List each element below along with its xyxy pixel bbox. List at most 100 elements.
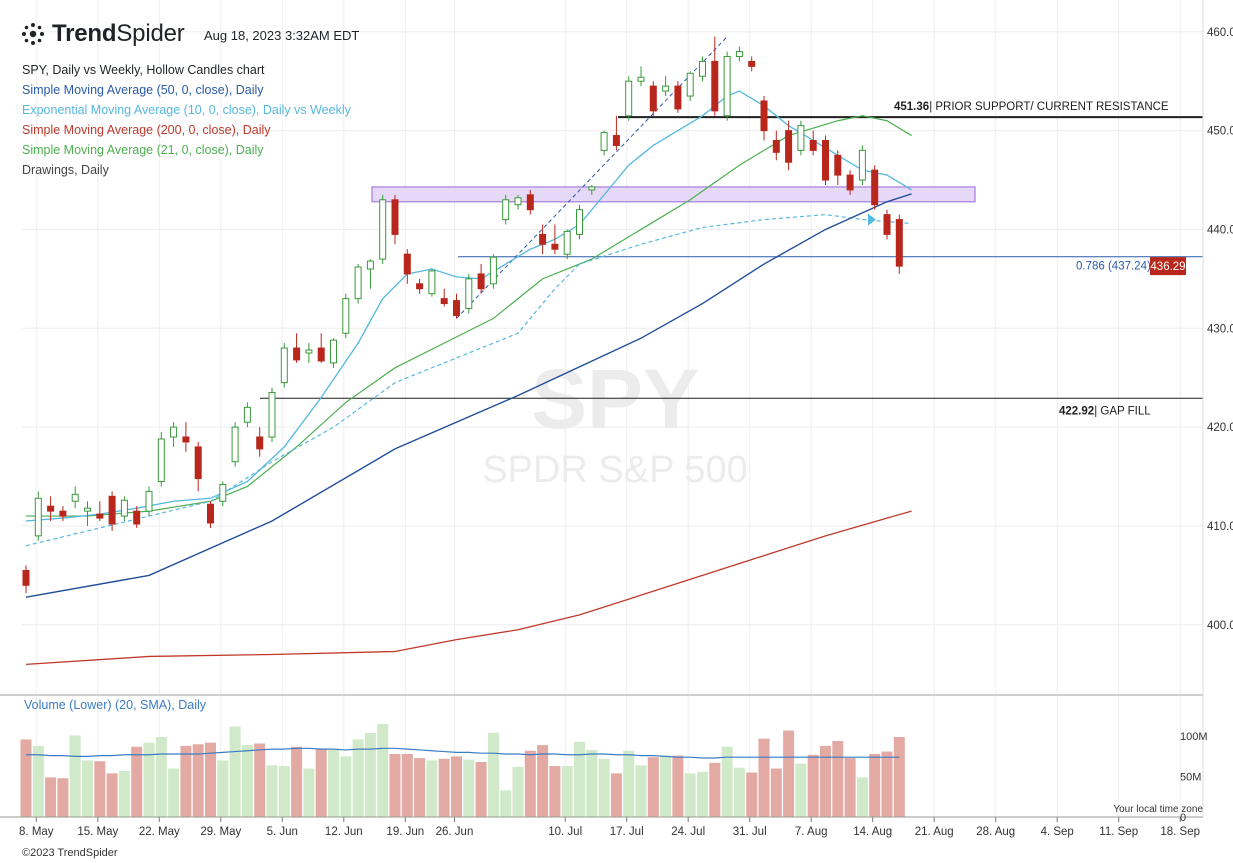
candle-body	[182, 436, 190, 443]
candle-body	[502, 199, 510, 221]
candle-body	[71, 493, 79, 502]
y-tick-label: 430.00	[1207, 323, 1233, 335]
candle	[514, 194, 522, 210]
x-tick-label: 4. Sep	[1041, 826, 1074, 838]
volume-bar	[709, 762, 721, 817]
volume-bar	[500, 790, 512, 817]
candle-body	[170, 426, 178, 438]
legend-item[interactable]: Simple Moving Average (50, 0, close), Da…	[22, 83, 264, 97]
legend-item[interactable]: Drawings, Daily	[22, 163, 109, 177]
x-tick-label: 31. Jul	[733, 826, 767, 838]
y-tick-label: 440.00	[1207, 224, 1233, 236]
volume-bar	[118, 770, 130, 817]
candle-body	[428, 270, 436, 295]
candle	[293, 333, 301, 363]
watermark-name: SPDR S&P 500	[482, 449, 747, 491]
candle	[305, 343, 313, 363]
candle-body	[243, 406, 251, 423]
candle	[465, 273, 473, 314]
volume-bar	[684, 773, 696, 817]
candle	[489, 254, 497, 289]
copyright: ©2023 TrendSpider	[22, 847, 118, 859]
candle-body	[797, 125, 805, 151]
candle-body	[551, 243, 559, 250]
volume-bar	[229, 726, 241, 817]
x-tick-label: 17. Jul	[610, 826, 644, 838]
x-tick-label: 14. Aug	[853, 826, 892, 838]
candle-body	[34, 497, 42, 537]
candle	[391, 194, 399, 245]
x-tick-label: 18. Sep	[1160, 826, 1200, 838]
candle-body	[330, 339, 337, 364]
candle	[96, 501, 104, 522]
candle	[785, 120, 793, 171]
candle-body	[588, 186, 596, 191]
candle	[182, 422, 190, 452]
candle-body	[748, 60, 756, 67]
candle	[207, 501, 214, 528]
candle	[551, 224, 559, 255]
sma21-line	[26, 115, 912, 517]
candle	[120, 496, 128, 522]
candle-body	[674, 85, 682, 110]
legend-item[interactable]: SPY, Daily vs Weekly, Hollow Candles cha…	[22, 63, 265, 77]
sma50-line	[25, 193, 912, 598]
drawings-layer: 451.36| PRIOR SUPPORT/ CURRENT RESISTANC…	[260, 36, 1203, 417]
volume-bar	[598, 758, 610, 817]
candle	[760, 96, 768, 141]
candle	[822, 135, 829, 185]
candle-body	[858, 149, 866, 181]
legend-item[interactable]: Simple Moving Average (200, 0, close), D…	[22, 123, 271, 137]
candle	[477, 264, 485, 294]
x-tick-label: 28. Aug	[976, 826, 1015, 838]
volume-bar	[143, 742, 155, 817]
candle-body	[84, 507, 91, 512]
candle-body	[317, 347, 325, 362]
candle-body	[846, 174, 854, 191]
level-value: 0.786 (437.24)	[1076, 261, 1151, 273]
volume-bar	[881, 751, 893, 817]
x-tick-label: 11. Sep	[1099, 826, 1138, 838]
volume-bar	[721, 746, 733, 817]
candle-body	[834, 154, 842, 176]
volume-bar	[561, 766, 573, 817]
volume-bar	[770, 768, 782, 817]
candle	[157, 432, 165, 487]
candle-body	[194, 446, 202, 480]
candle	[428, 268, 436, 297]
candle	[625, 76, 633, 121]
legend-item[interactable]: Simple Moving Average (21, 0, close), Da…	[22, 143, 264, 157]
volume-bar	[856, 777, 868, 817]
volume-bar	[45, 777, 57, 817]
candle-body	[625, 80, 633, 117]
volume-bar	[475, 762, 487, 817]
candle-body	[145, 490, 153, 512]
candle-body	[293, 347, 301, 361]
volume-bar	[487, 732, 499, 817]
volume-pane	[20, 724, 905, 817]
volume-bar	[733, 767, 745, 817]
volume-bar	[278, 766, 290, 817]
candle-body	[133, 510, 141, 525]
candle	[895, 214, 903, 274]
candle	[871, 165, 879, 210]
candle	[47, 496, 55, 522]
volume-bar	[32, 745, 44, 817]
volume-bar	[340, 756, 352, 817]
candle	[342, 293, 350, 339]
candle	[674, 81, 682, 113]
level-label: 0.786 (437.24)	[1076, 261, 1151, 273]
volume-bar	[205, 742, 216, 817]
volume-tick-label: 100M	[1180, 731, 1208, 743]
volume-sma-line	[26, 747, 900, 759]
volume-tick-label: 0	[1180, 812, 1186, 824]
candle	[846, 170, 854, 195]
candle-body	[649, 85, 657, 112]
legend-item[interactable]: Exponential Moving Average (10, 0, close…	[22, 103, 351, 117]
candle	[366, 259, 374, 289]
candle	[34, 491, 42, 541]
candle	[354, 264, 362, 304]
watermark-symbol: SPY	[531, 352, 699, 446]
candle	[612, 115, 620, 151]
